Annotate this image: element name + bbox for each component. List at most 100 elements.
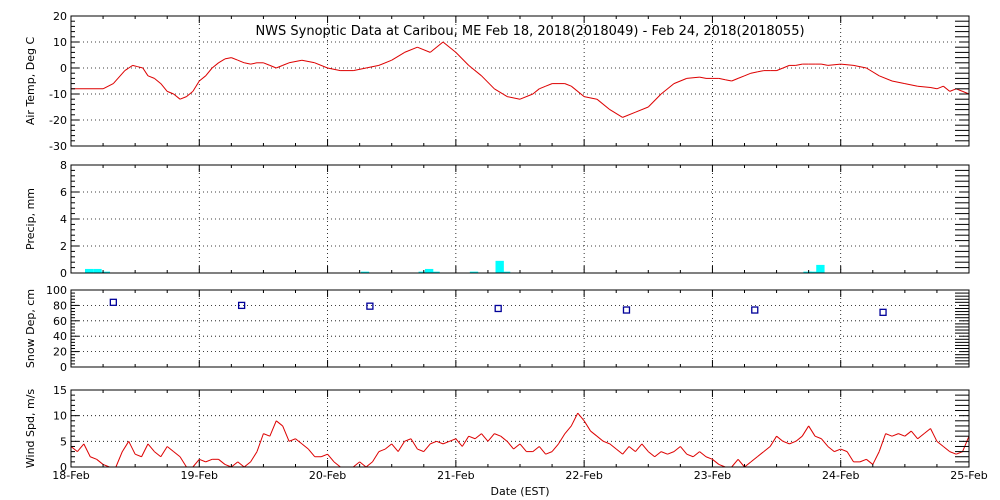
temperature-segment <box>112 70 126 84</box>
temperature-segment <box>879 75 893 82</box>
wind-speed-segment <box>943 446 951 452</box>
temperature-segment <box>128 64 133 69</box>
wind-speed-segment <box>782 440 790 445</box>
snow-depth-ytick-label: 0 <box>60 361 67 374</box>
temperature-segment <box>288 59 303 64</box>
x-tick-label: 19-Feb <box>181 469 218 482</box>
wind-speed-segment <box>622 446 630 455</box>
wind-speed-segment <box>397 441 405 452</box>
wind-speed-segment <box>90 456 97 460</box>
temperature-segment <box>218 58 226 64</box>
temperature-segment <box>647 93 662 108</box>
wind-speed-segment <box>679 446 688 455</box>
temperature-segment <box>866 67 880 77</box>
snow-depth-ytick-label: 80 <box>53 299 67 312</box>
wind-speed-segment <box>878 433 887 452</box>
wind-speed-segment <box>898 433 906 437</box>
temperature-segment <box>211 62 219 69</box>
temperature-segment <box>468 65 482 77</box>
snow-depth-point <box>237 301 246 310</box>
temperature-segment <box>282 62 290 66</box>
precip-bar <box>495 260 504 273</box>
wind-speed-segment <box>218 458 226 465</box>
temperature-segment <box>429 41 444 53</box>
wind-speed-segment <box>737 458 745 468</box>
wind-speed-segment <box>83 443 91 457</box>
wind-speed-segment <box>391 443 399 452</box>
wind-speed-segment <box>673 446 681 452</box>
wind-speed-segment <box>647 451 656 458</box>
wind-speed-segment <box>320 453 328 458</box>
wind-speed-segment <box>494 433 501 437</box>
temperature-segment <box>827 63 841 66</box>
wind-speed-segment <box>275 420 283 427</box>
temperature-segment <box>532 88 540 95</box>
wind-speed-segment <box>795 435 803 442</box>
wind-speed-segment <box>763 446 771 452</box>
frame-layer <box>70 15 970 468</box>
wind-speed-segment <box>519 443 527 452</box>
wind-speed-segment <box>635 443 643 452</box>
temperature-segment <box>455 52 470 66</box>
snow-depth-point <box>751 306 759 314</box>
wind-speed-segment <box>699 451 707 458</box>
wind-speed-frame <box>70 389 970 468</box>
temperature-ytick-label: 0 <box>60 62 67 75</box>
wind-speed-segment <box>506 441 514 450</box>
snow-depth-ytick-label: 20 <box>53 346 67 359</box>
temperature-segment <box>930 87 938 90</box>
temperature-segment <box>142 67 149 77</box>
x-tick-label: 21-Feb <box>437 469 474 482</box>
wind-speed-segment <box>199 458 206 463</box>
x-tick-label: 20-Feb <box>309 469 346 482</box>
temperature-segment <box>936 85 944 90</box>
wind-speed-segment <box>436 440 444 445</box>
temperature-segment <box>404 46 418 53</box>
wind-speed-segment <box>609 443 617 450</box>
precip-bar <box>809 271 819 273</box>
temperature-segment <box>507 96 521 100</box>
precipitation-ytick-label: 4 <box>60 213 67 226</box>
temperature-segment <box>782 64 790 69</box>
wind-speed-segment <box>583 420 591 432</box>
wind-speed-ytick-label: 10 <box>53 410 67 423</box>
wind-speed-segment <box>288 438 296 442</box>
temperature-segment <box>250 62 258 65</box>
precipitation-ytick-label: 2 <box>60 240 67 253</box>
temperature-segment <box>244 62 251 65</box>
wind-speed-segment <box>558 433 566 445</box>
temperature-segment <box>224 57 232 60</box>
wind-speed-segment <box>474 433 482 440</box>
snow-depth-ytick-label: 100 <box>46 284 67 297</box>
temperature-segment <box>564 83 572 87</box>
wind-speed-segment <box>487 433 495 442</box>
wind-speed-ytick-label: 0 <box>60 461 67 474</box>
wind-speed-segment <box>461 435 470 447</box>
wind-speed-segment <box>705 456 713 460</box>
precipitation-ytick-label: 0 <box>60 267 67 280</box>
temperature-segment <box>365 64 379 69</box>
temperature-segment <box>750 71 758 74</box>
wind-speed-segment <box>904 430 912 437</box>
wind-speed-segment <box>166 446 174 452</box>
temperature-segment <box>353 67 367 72</box>
wind-speed-segment <box>134 453 142 458</box>
x-tick-label: 25-Feb <box>950 469 987 482</box>
wind-speed-segment <box>827 446 835 452</box>
temperature-segment <box>186 91 194 97</box>
wind-speed-segment <box>500 435 508 442</box>
wind-speed-segment <box>77 443 85 452</box>
wind-speed-segment <box>327 453 335 463</box>
snow-depth-point <box>109 298 117 306</box>
wind-speed-segment <box>949 451 957 455</box>
temperature-segment <box>314 62 328 69</box>
wind-speed-segment <box>442 440 450 445</box>
temperature-segment <box>132 64 138 68</box>
temperature-segment <box>570 85 585 97</box>
temperature-segment <box>442 41 457 53</box>
wind-speed-segment <box>814 435 822 440</box>
temperature-segment <box>391 51 405 61</box>
wind-speed-segment <box>333 461 341 468</box>
snow-depth-frame <box>70 289 970 368</box>
precip-bar <box>101 271 111 273</box>
